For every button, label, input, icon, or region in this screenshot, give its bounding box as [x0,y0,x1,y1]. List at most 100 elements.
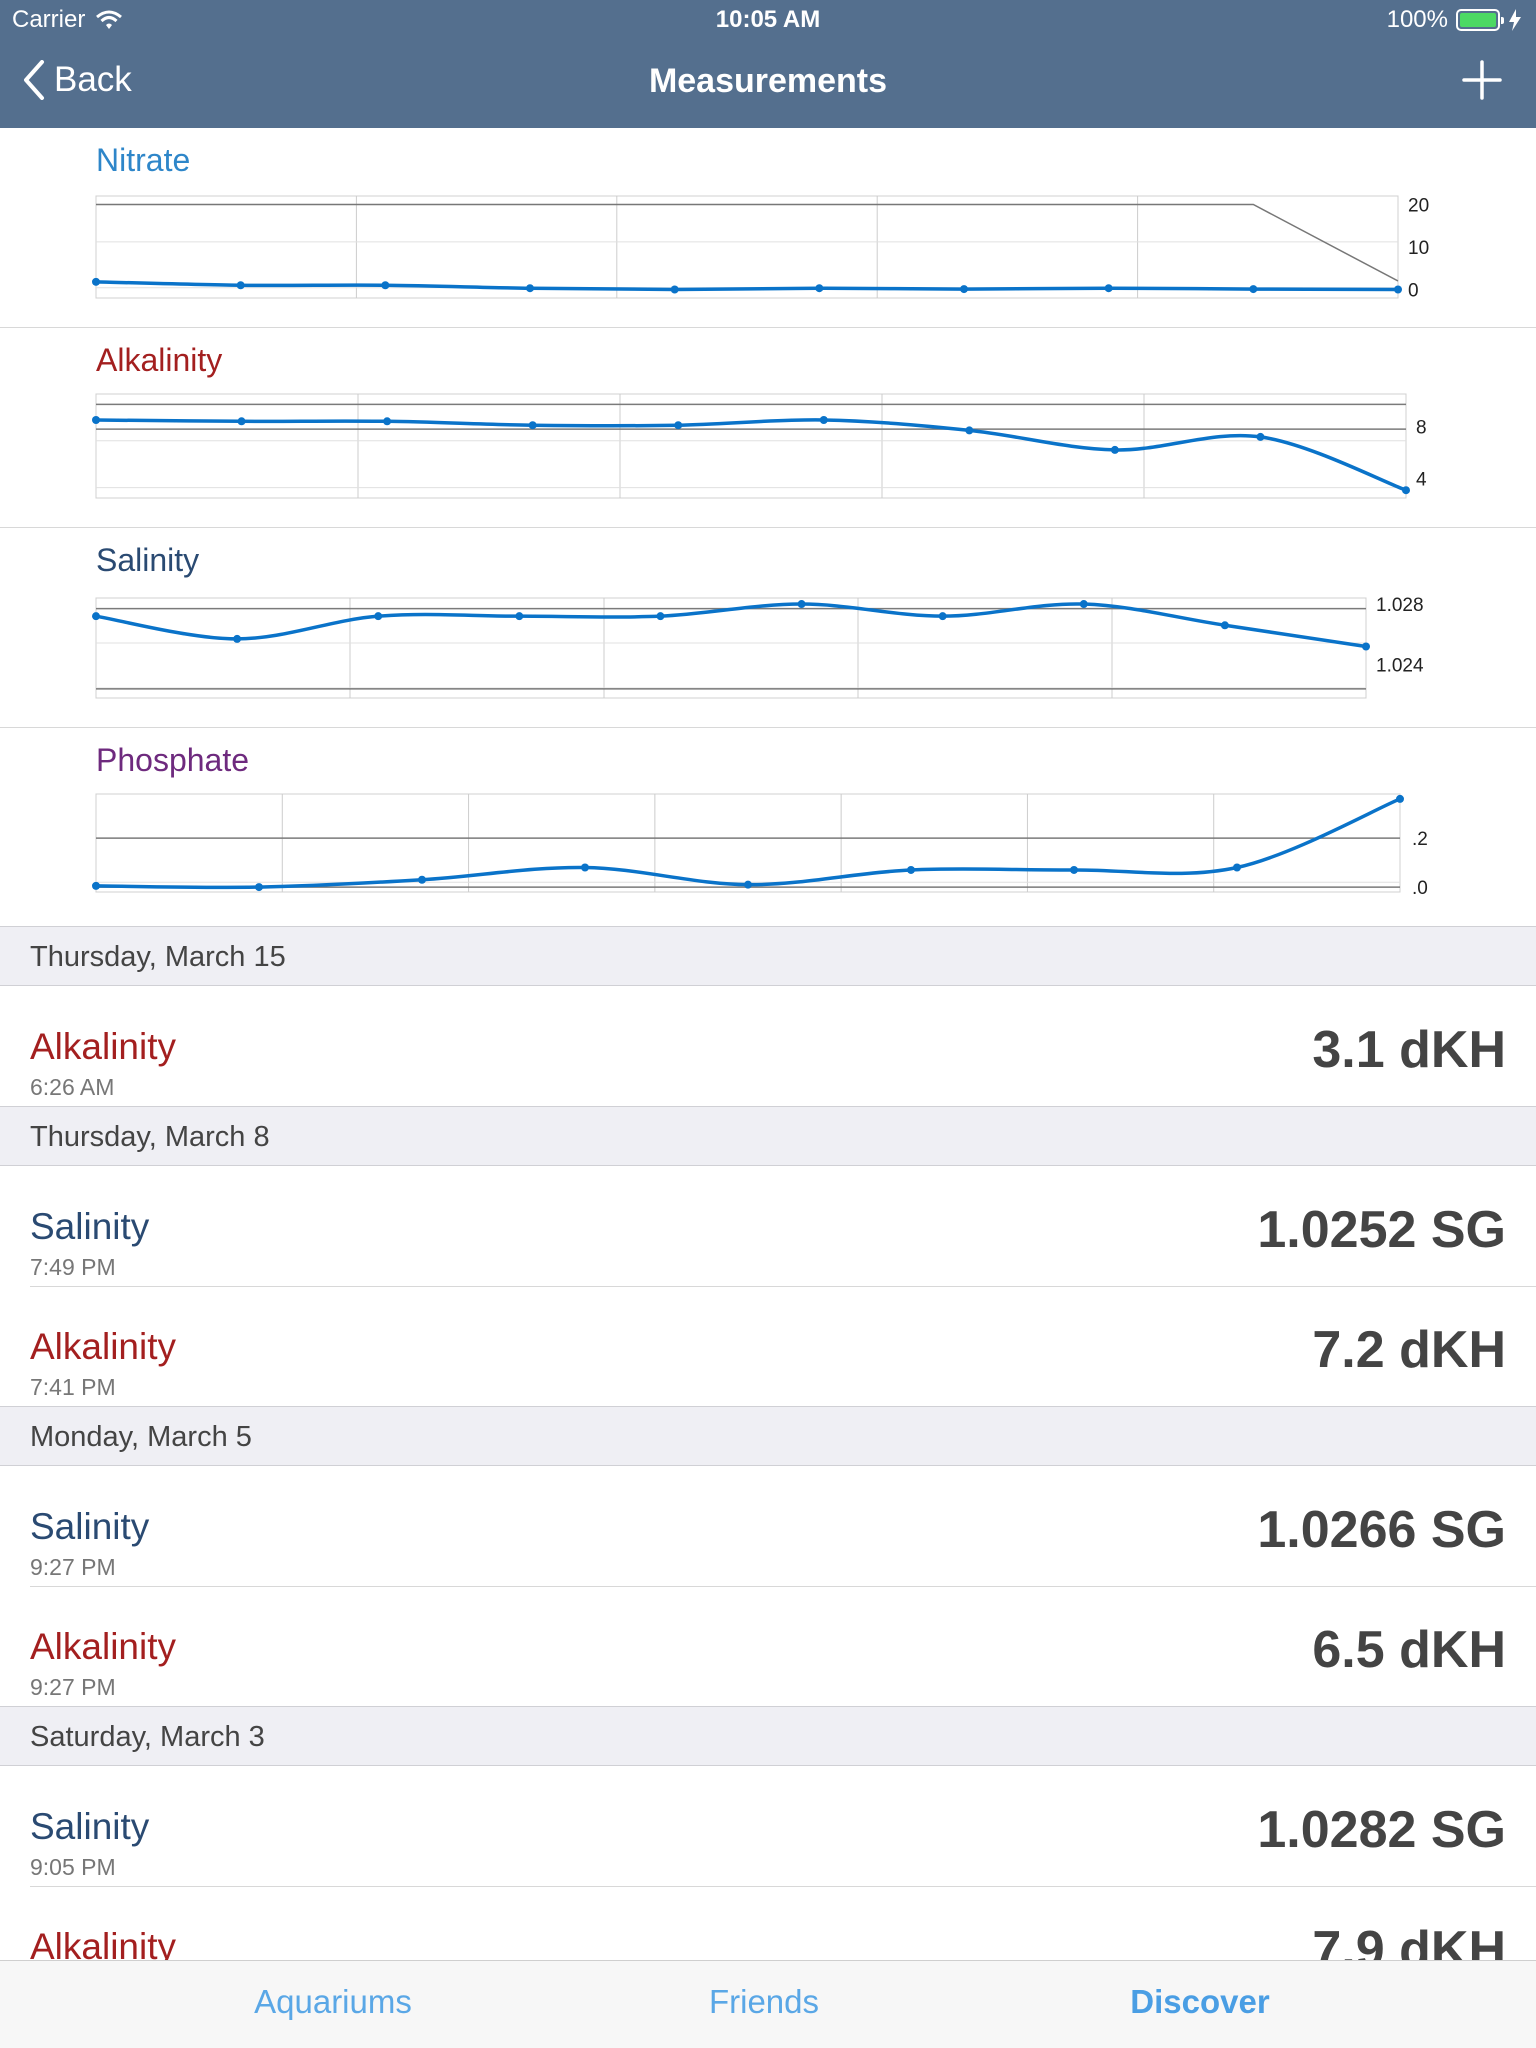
measurement-value: 1.0282 SG [1257,1801,1506,1859]
chart-title: Phosphate [96,742,250,778]
reference-line [96,203,1399,282]
data-point [1104,284,1113,293]
plus-icon[interactable] [1460,58,1504,102]
data-point [1362,642,1370,651]
chart-phosphate[interactable]: Phosphate .2 .0 [0,728,1536,928]
data-point [744,880,752,889]
chart-title: Salinity [96,542,200,578]
plot-frame [95,597,1367,699]
data-point [819,416,828,424]
chart-title: Alkalinity [96,342,223,378]
plot-frame [95,195,1399,299]
y-tick-label: .0 [1412,878,1428,899]
measurement-list: Thursday, March 15 Alkalinity 6:26 AM 3.1 d… [0,926,1536,1960]
data-point [1402,486,1410,495]
chart-title: Nitrate [96,142,191,178]
data-point [255,883,263,892]
measurement-time: 7:41 PM [30,1374,116,1400]
status-bar: Carrier 10:05 AM 100% [0,0,1536,40]
data-point [92,416,100,424]
data-point [374,612,383,621]
data-point [381,281,390,290]
status-time: 10:05 AM [715,6,821,33]
data-point [1070,865,1078,874]
chart-plot: 1.028 1.024 [92,595,1424,699]
tab-friends[interactable]: Friends [708,1983,820,2020]
back-button[interactable]: Back [22,60,132,100]
y-tick-label: 10 [1408,238,1429,259]
chart-salinity[interactable]: Salinity 1.028 1.024 [0,528,1536,728]
measurement-value: 7.9 dKH [1312,1921,1506,1960]
carrier-label: Carrier [12,6,86,33]
charging-bolt-icon [1509,9,1521,31]
measurement-row[interactable]: Salinity 7:49 PM 1.0252 SG [0,1166,1536,1286]
measurement-value: 7.2 dKH [1312,1321,1506,1379]
battery-icon [1456,9,1504,31]
data-point [674,421,683,430]
data-point [515,612,524,621]
data-point [1110,445,1119,454]
section-header: Saturday, March 3 [0,1706,1536,1766]
chart-alkalinity[interactable]: Alkalinity 8 4 [0,328,1536,528]
plot-frame [95,393,1407,499]
measurement-name: Alkalinity [30,1926,176,1960]
data-point [1233,863,1241,872]
data-point [528,421,537,430]
data-point [236,281,245,290]
chevron-left-icon [24,60,44,100]
measurement-time: 9:27 PM [30,1674,116,1700]
tab-aquariums[interactable]: Aquariums [254,1983,412,2020]
nav-bar: Back Measurements [0,40,1536,128]
data-point [526,284,534,293]
plot-frame [95,793,1401,893]
page-title: Measurements [648,62,888,100]
tab-discover[interactable]: Discover [1130,1983,1270,2020]
series-line [95,602,1367,649]
measurement-value: 1.0266 SG [1257,1501,1506,1559]
measurement-row[interactable]: Alkalinity 6:26 AM 3.1 dKH [0,986,1536,1106]
measurement-row[interactable]: Alkalinity 9:27 PM 6.5 dKH [0,1586,1536,1706]
y-tick-label: 1.028 [1376,595,1424,616]
measurement-value: 1.0252 SG [1257,1201,1506,1259]
data-point [237,417,246,426]
chart-plot: 84 [92,393,1427,499]
section-header: Thursday, March 8 [0,1106,1536,1166]
series-line [95,418,1407,492]
tab-bar: Aquariums Friends Discover [0,1960,1536,2048]
measurement-time: 9:05 PM [30,1854,116,1880]
measurement-row[interactable]: Salinity 9:05 PM 1.0282 SG [0,1766,1536,1886]
data-point [1396,794,1404,803]
battery-indicator: 100% [1387,6,1522,34]
y-tick-label: 20 [1408,196,1429,217]
data-point [797,600,806,609]
chart-nitrate[interactable]: Nitrate 20 10 0 [0,128,1536,328]
section-header: Thursday, March 15 [0,926,1536,986]
navigation-header: Carrier 10:05 AM 100% [0,0,1536,128]
section-header: Monday, March 5 [0,1406,1536,1466]
data-point [92,612,100,621]
measurement-row[interactable]: Alkalinity 7:41 PM 7.2 dKH [0,1286,1536,1406]
measurement-name: Alkalinity [30,1026,176,1067]
back-label: Back [54,60,132,99]
data-point [938,612,947,621]
measurement-name: Alkalinity [30,1326,176,1367]
data-point [1394,285,1402,294]
measurement-row[interactable]: Alkalinity 7.9 dKH [0,1886,1536,1960]
series-line [95,797,1401,890]
chart-plot: 20 10 0 [92,195,1429,302]
measurement-name: Alkalinity [30,1626,176,1667]
y-tick-label: 1.024 [1376,656,1424,677]
chart-plot: .2 .0 [92,793,1428,899]
data-point [383,417,392,426]
data-point [907,865,915,874]
battery-percent: 100% [1386,6,1448,33]
measurement-row[interactable]: Salinity 9:27 PM 1.0266 SG [0,1466,1536,1586]
data-point [1079,600,1088,609]
y-tick-label: 8 [1416,418,1427,439]
y-tick-label: .2 [1412,829,1428,850]
measurement-time: 6:26 AM [30,1074,115,1100]
data-point [1256,432,1265,441]
wifi-icon [96,10,123,29]
y-tick-label: 0 [1408,281,1419,302]
